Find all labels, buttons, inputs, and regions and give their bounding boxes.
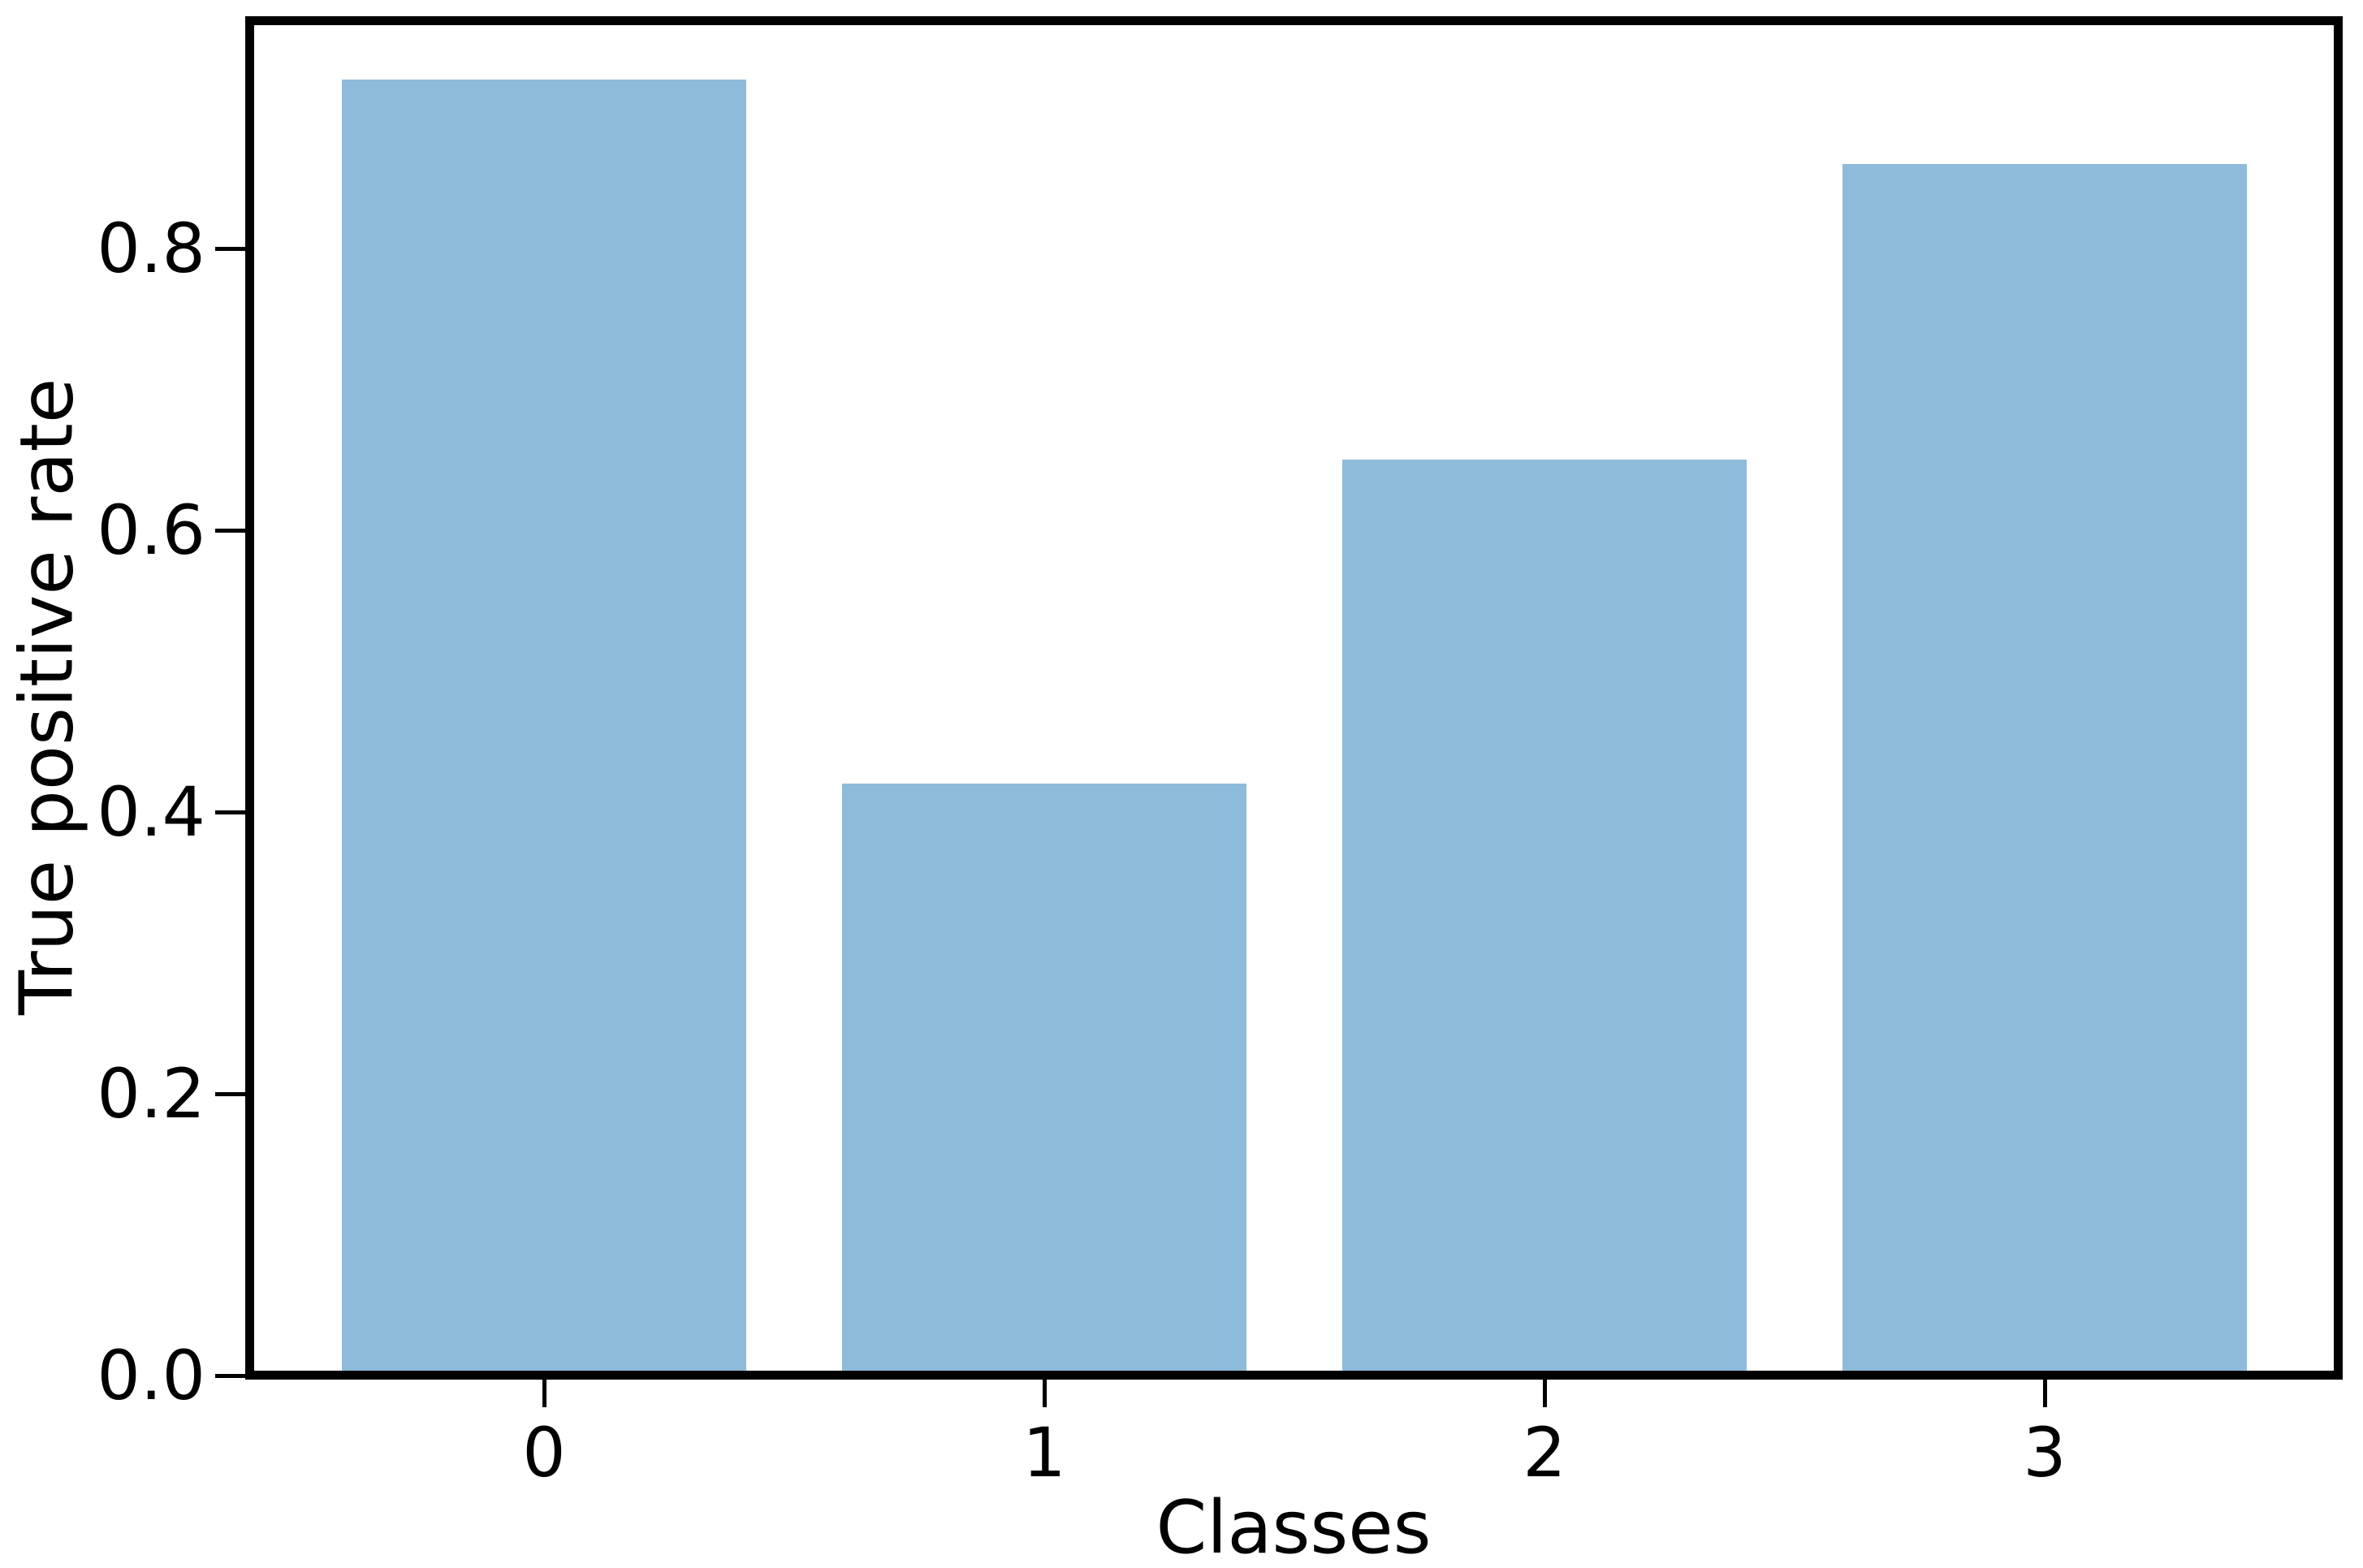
x-tick-mark-2 bbox=[1543, 1380, 1547, 1407]
y-tick-mark-0.4 bbox=[215, 810, 245, 814]
x-tick-mark-3 bbox=[2043, 1380, 2047, 1407]
x-tick-label-3: 3 bbox=[2023, 1413, 2067, 1492]
x-tick-label-1: 1 bbox=[1022, 1413, 1066, 1492]
y-tick-mark-0.8 bbox=[215, 247, 245, 251]
bar-class-2 bbox=[1342, 460, 1747, 1371]
y-tick-mark-0.0 bbox=[215, 1374, 245, 1378]
x-tick-label-0: 0 bbox=[522, 1413, 566, 1492]
y-tick-label-0.6: 0.6 bbox=[97, 490, 205, 570]
bars-container bbox=[254, 25, 2334, 1371]
bar-class-1 bbox=[842, 784, 1246, 1371]
plot-area bbox=[245, 16, 2343, 1380]
y-tick-label-0.4: 0.4 bbox=[97, 772, 205, 852]
x-tick-label-2: 2 bbox=[1523, 1413, 1566, 1492]
bar-class-0 bbox=[342, 80, 746, 1371]
x-axis-label: Classes bbox=[1156, 1485, 1432, 1568]
y-tick-label-0.8: 0.8 bbox=[97, 209, 205, 288]
x-tick-mark-0 bbox=[542, 1380, 546, 1407]
bar-class-3 bbox=[1842, 164, 2247, 1371]
y-tick-mark-0.6 bbox=[215, 529, 245, 533]
y-tick-mark-0.2 bbox=[215, 1092, 245, 1096]
y-axis-label: True positive rate bbox=[4, 378, 90, 1015]
x-tick-mark-1 bbox=[1043, 1380, 1047, 1407]
y-tick-label-0.2: 0.2 bbox=[97, 1054, 205, 1134]
y-tick-label-0.0: 0.0 bbox=[97, 1336, 205, 1415]
